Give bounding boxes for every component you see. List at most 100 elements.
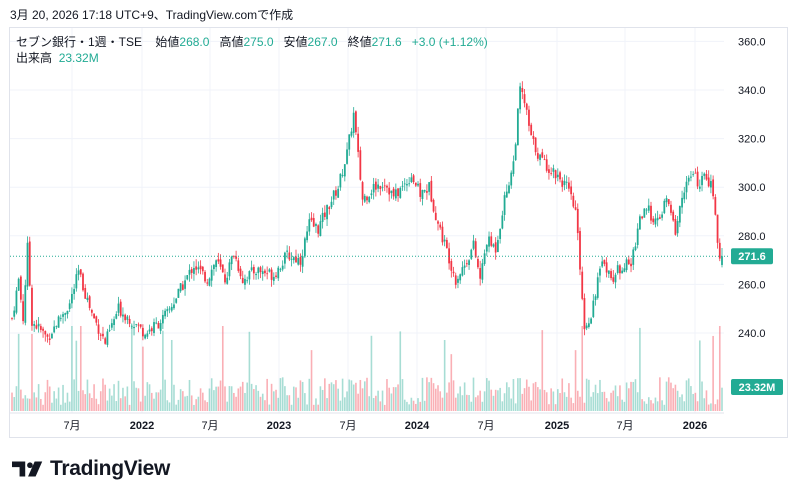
volume-bar (663, 404, 666, 411)
volume-bar (381, 390, 384, 411)
volume-bar (701, 381, 703, 411)
volume-bar (628, 388, 630, 411)
candle (450, 258, 453, 278)
candle (665, 195, 668, 208)
volume-bar (62, 384, 64, 411)
volume-bar (319, 386, 322, 411)
candle (485, 244, 488, 256)
volume-bar (230, 386, 233, 411)
candle (166, 306, 169, 317)
candle (188, 264, 191, 282)
volume-bar (718, 326, 721, 411)
volume-bar (494, 389, 497, 411)
volume-bar (468, 395, 470, 411)
candle (328, 205, 331, 215)
volume-bar (636, 392, 639, 411)
candle (124, 313, 127, 324)
candle (53, 320, 56, 334)
candle (692, 171, 695, 177)
volume-bar (674, 384, 677, 411)
volume-bar (226, 401, 229, 411)
candle (656, 210, 659, 227)
low-value: 267.0 (307, 35, 338, 49)
volume-bar (681, 394, 683, 411)
candle (244, 274, 246, 290)
volume-bar (221, 326, 224, 411)
candle (213, 263, 215, 276)
candle (488, 231, 490, 253)
candle (479, 260, 482, 286)
volume-bar (452, 380, 455, 411)
volume-bar (177, 399, 180, 411)
volume-bar (57, 387, 60, 411)
volume-bar (64, 402, 67, 411)
candle (22, 294, 24, 325)
candle (366, 195, 368, 205)
volume-bar (250, 383, 253, 411)
volume-bar (284, 386, 286, 411)
volume-bar (415, 403, 417, 411)
tradingview-logo[interactable]: TradingView (12, 457, 170, 481)
candle (570, 180, 573, 200)
last-price-badge-text: 271.6 (738, 251, 766, 263)
volume-bar (244, 392, 246, 411)
candle (452, 266, 455, 277)
volume-bar (545, 392, 548, 411)
volume-bar (312, 404, 315, 411)
volume-bar (621, 399, 623, 411)
candle (17, 277, 20, 292)
candle (406, 178, 408, 192)
volume-bar (541, 330, 544, 411)
candle (390, 190, 393, 199)
candle (676, 215, 679, 237)
volume-bar (357, 393, 359, 411)
candle (525, 102, 528, 116)
x-tick-label: 7月 (339, 420, 356, 432)
candle (315, 222, 317, 233)
candle (39, 323, 42, 333)
volume-bar (481, 401, 484, 411)
candle (374, 178, 377, 197)
volume-bar (66, 392, 69, 411)
price-axis[interactable]: 240.0 260.0 280.0 300.0 320.0 340.0 360.0 (738, 36, 766, 340)
volume-bar (530, 400, 532, 411)
candle (459, 273, 462, 284)
candle (445, 237, 448, 249)
volume-bar (286, 395, 288, 411)
candle (596, 272, 599, 300)
candle (465, 259, 468, 268)
candle (277, 265, 280, 281)
price-badges: 271.6 23.32M (10, 248, 783, 395)
candle (583, 293, 586, 336)
candle (516, 108, 519, 146)
candle (521, 81, 524, 100)
candle (279, 267, 282, 272)
volume-bar (259, 396, 262, 411)
candle (64, 312, 67, 322)
symbol-label[interactable]: セブン銀行・1週・TSE (16, 35, 143, 49)
candle (645, 208, 648, 215)
volume-bar (348, 379, 351, 411)
candle (401, 181, 404, 191)
volume-bar (288, 395, 291, 411)
volume-bar (599, 379, 601, 411)
volume-bar (190, 395, 193, 411)
change-value: +3.0 (+1.12%) (411, 35, 488, 49)
volume-bar (102, 378, 104, 411)
candle (528, 105, 530, 132)
volume-bar (301, 381, 304, 411)
volume-bar (175, 404, 177, 411)
volume-bar (104, 384, 106, 411)
candle (652, 215, 655, 225)
time-axis[interactable]: 7月 2022 7月 2023 7月 2024 7月 2025 7月 2026 (10, 412, 724, 432)
volume-bar (570, 397, 572, 411)
low-label: 安値 (283, 35, 308, 49)
volume-bar (28, 398, 31, 411)
volume-bar (568, 383, 570, 411)
candle (73, 283, 76, 300)
volume-bar (601, 391, 603, 411)
volume-bar (363, 381, 366, 411)
close-value: 271.6 (371, 35, 402, 49)
volume-bar (24, 395, 27, 411)
